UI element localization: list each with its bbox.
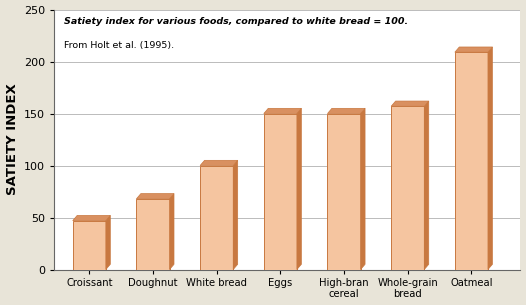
Polygon shape (361, 108, 365, 270)
Text: From Holt et al. (1995).: From Holt et al. (1995). (64, 41, 174, 50)
Polygon shape (233, 160, 238, 270)
Polygon shape (169, 194, 174, 270)
Polygon shape (136, 194, 174, 199)
Polygon shape (391, 101, 429, 106)
Polygon shape (455, 52, 488, 270)
Polygon shape (73, 215, 110, 221)
Polygon shape (264, 113, 297, 270)
Polygon shape (424, 101, 429, 270)
Polygon shape (264, 108, 301, 113)
Polygon shape (391, 106, 424, 270)
Polygon shape (488, 47, 492, 270)
Polygon shape (328, 113, 361, 270)
Polygon shape (455, 47, 492, 52)
Polygon shape (73, 221, 106, 270)
Polygon shape (200, 166, 233, 270)
Text: Satiety index for various foods, compared to white bread = 100.: Satiety index for various foods, compare… (64, 17, 408, 26)
Polygon shape (328, 108, 365, 113)
Polygon shape (200, 160, 238, 166)
Polygon shape (106, 215, 110, 270)
Polygon shape (297, 108, 301, 270)
Y-axis label: SATIETY INDEX: SATIETY INDEX (6, 84, 18, 196)
Polygon shape (136, 199, 169, 270)
